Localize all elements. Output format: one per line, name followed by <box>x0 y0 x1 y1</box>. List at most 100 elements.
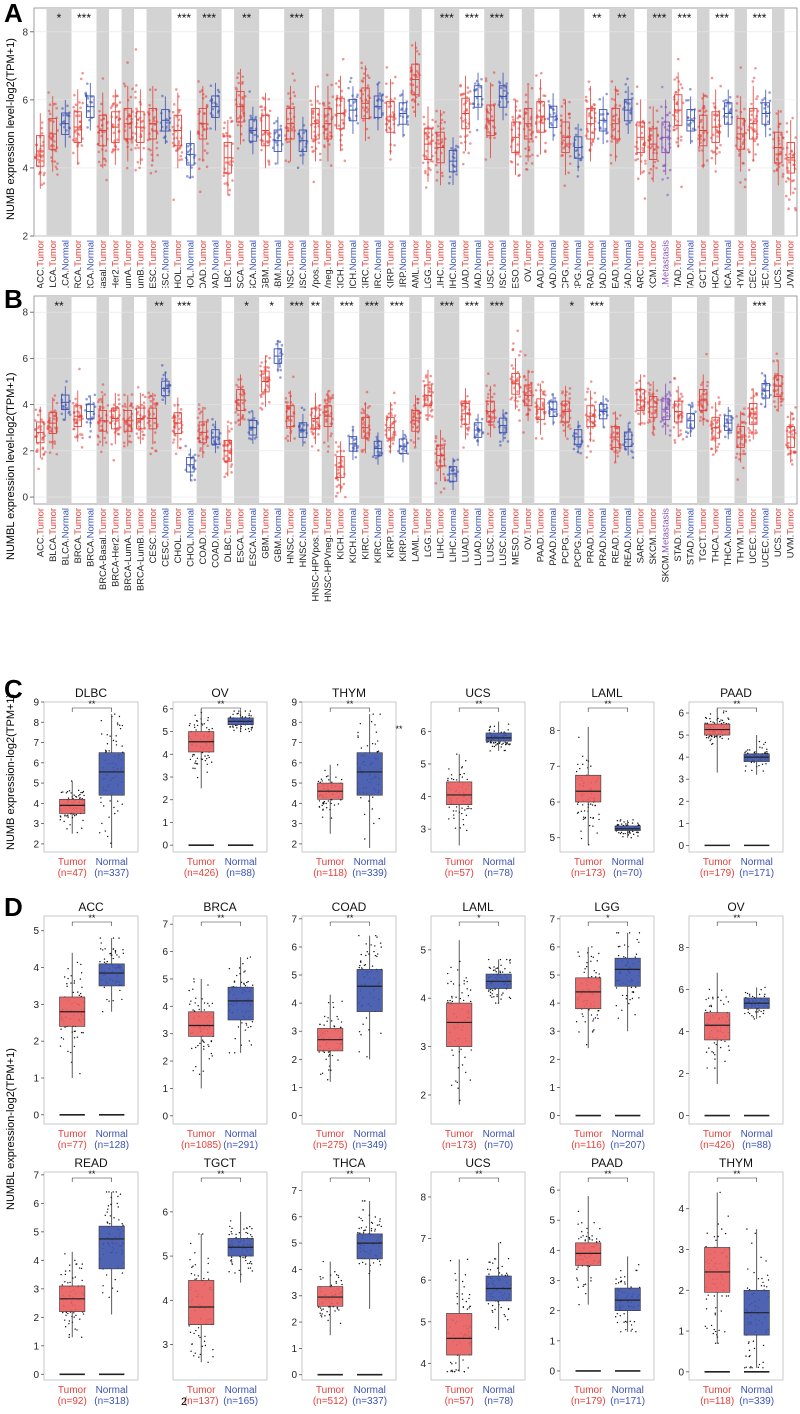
data-point <box>528 386 532 390</box>
significance-mark: *** <box>177 11 191 25</box>
x-tick-label: PAAD.Tumor <box>535 240 546 288</box>
x-tick-label-cancer: PAAD. <box>547 270 558 288</box>
data-point <box>89 429 92 433</box>
data-point <box>188 724 191 727</box>
x-tick-label-cancer: OV. <box>522 535 533 550</box>
data-point <box>653 417 656 420</box>
data-point <box>747 168 751 172</box>
y-tick-label: 6 <box>33 758 39 769</box>
x-tick-label-kind: Tumor <box>535 240 546 267</box>
data-point <box>775 408 779 412</box>
data-point <box>194 459 197 462</box>
data-point <box>75 114 78 118</box>
x-tick-label-cancer: PAAD. <box>547 538 558 565</box>
x-tick-label-kind: Tumor <box>610 240 621 267</box>
data-point <box>267 163 271 166</box>
x-tick-label-kind: Normal <box>372 508 383 538</box>
data-point <box>279 124 283 128</box>
data-point <box>117 810 119 812</box>
data-point <box>615 417 619 420</box>
data-point <box>448 175 452 179</box>
data-point <box>415 49 419 53</box>
x-tick-label: SKCM.Tumor <box>647 240 658 288</box>
data-point <box>518 115 522 119</box>
x-tick-label-cancer: HNSC. <box>284 267 295 288</box>
data-point <box>461 766 464 768</box>
data-point <box>202 112 206 115</box>
data-point <box>553 410 557 413</box>
data-point <box>88 435 92 439</box>
x-tick-label-kind: Tumor <box>672 240 683 267</box>
data-point <box>523 353 527 357</box>
data-point <box>641 137 644 141</box>
data-point <box>140 403 144 407</box>
data-point <box>42 182 46 185</box>
group-count: (n=88) <box>226 868 255 879</box>
data-point <box>244 710 247 712</box>
data-point <box>74 418 77 421</box>
data-point <box>228 135 232 139</box>
data-point <box>669 429 672 432</box>
data-point <box>136 420 140 424</box>
data-point <box>302 153 305 156</box>
data-point <box>463 772 465 775</box>
data-point <box>679 138 683 142</box>
data-point <box>616 451 619 455</box>
data-point <box>491 416 495 419</box>
significance-mark: *** <box>465 299 479 313</box>
data-point <box>325 119 328 123</box>
data-point <box>152 402 156 405</box>
data-point <box>310 445 314 448</box>
data-point <box>237 413 240 417</box>
y-tick-label: 4 <box>33 799 39 810</box>
group-count: (n=57) <box>445 868 474 879</box>
data-point <box>630 449 633 453</box>
data-point <box>135 143 139 147</box>
data-point <box>355 95 359 99</box>
x-tick-label: KIRC.Normal <box>372 508 383 563</box>
data-point <box>424 131 428 135</box>
data-point <box>759 402 763 406</box>
data-point <box>116 722 119 724</box>
x-tick-label: LAML.Tumor <box>410 240 421 288</box>
data-point <box>679 83 683 86</box>
data-point <box>668 111 671 115</box>
data-point <box>313 419 316 423</box>
data-point <box>528 155 532 158</box>
y-tick-label: 5 <box>291 779 297 790</box>
data-point <box>337 483 341 487</box>
x-tick-label-kind: Tumor <box>585 240 596 267</box>
data-point <box>60 412 64 416</box>
data-point <box>216 88 220 92</box>
data-point <box>243 417 246 421</box>
data-point <box>42 173 46 177</box>
x-tick-label: ACC.Tumor <box>34 240 45 288</box>
data-point <box>516 143 519 146</box>
data-point <box>394 75 397 79</box>
data-point <box>66 815 68 817</box>
data-point <box>72 151 75 155</box>
data-point <box>443 439 447 443</box>
data-point <box>503 89 507 92</box>
data-point <box>439 490 443 494</box>
data-point <box>199 433 203 437</box>
data-point <box>716 130 720 133</box>
data-point <box>742 449 745 453</box>
data-point <box>85 82 89 85</box>
data-point <box>123 444 126 448</box>
data-point <box>194 714 196 717</box>
data-point <box>699 415 703 419</box>
data-point <box>735 452 739 456</box>
x-tick-label: KIRC.Normal <box>372 240 383 288</box>
x-tick-label-kind: Normal <box>372 240 383 270</box>
data-point <box>199 449 202 452</box>
data-point <box>753 120 756 123</box>
data-point <box>581 804 584 806</box>
data-point <box>772 359 775 363</box>
data-point <box>365 110 369 114</box>
data-point <box>206 727 208 729</box>
data-point <box>391 81 394 85</box>
data-point <box>793 187 797 191</box>
x-tick-label: LUAD.Tumor <box>460 240 471 288</box>
data-point <box>424 413 428 417</box>
